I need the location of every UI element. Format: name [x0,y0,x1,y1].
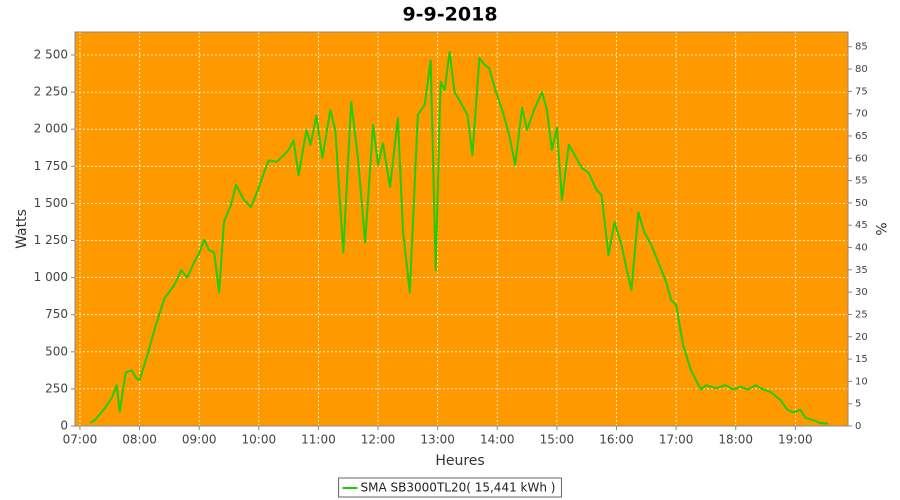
y2-tick-label: 85 [855,42,868,53]
legend-box [338,477,562,498]
y2-tick-label: 15 [855,354,868,365]
y-tick-label: 1 750 [34,159,68,173]
x-tick-label: 15:00 [540,433,575,447]
plot-area [75,32,848,426]
x-tick-label: 07:00 [63,433,98,447]
y-tick-label: 1 500 [34,196,68,210]
y2-tick-label: 70 [855,109,868,120]
x-tick-label: 13:00 [420,433,455,447]
x-tick-label: 17:00 [659,433,694,447]
y2-tick-label: 80 [855,64,868,75]
plot-frame [74,31,849,427]
y2-tick-label: 20 [855,332,868,343]
y-tick-label: 0 [60,419,68,433]
y2-tick-label: 10 [855,376,868,387]
y-axis-title: Watts [14,209,30,249]
y-tick-label: 750 [45,307,68,321]
y-tick-label: 2 000 [34,122,68,136]
y2-tick-label: 55 [855,176,868,187]
y-tick-label: 500 [45,344,68,358]
x-axis-title: Heures [435,453,484,469]
y-tick-label: 2 500 [34,48,68,62]
legend: SMA SB3000TL20( 15,441 kWh ) [338,477,562,498]
chart-title: 9-9-2018 [402,4,497,26]
y2-tick-label: 30 [855,287,868,298]
legend-label: SMA SB3000TL20( 15,441 kWh ) [361,481,556,495]
x-tick-label: 12:00 [361,433,396,447]
y-tick-label: 1 000 [34,270,68,284]
x-tick-label: 14:00 [480,433,515,447]
x-tick-label: 16:00 [599,433,634,447]
y2-axis-title: % [872,222,888,235]
y2-tick-label: 5 [855,399,861,410]
y-tick-label: 250 [45,381,68,395]
y2-tick-label: 40 [855,243,868,254]
y2-tick-label: 60 [855,153,868,164]
y2-tick-label: 35 [855,265,868,276]
y2-tick-label: 45 [855,220,868,231]
y2-tick-label: 75 [855,86,868,97]
y2-tick-label: 65 [855,131,868,142]
y-tick-label: 2 250 [34,85,68,99]
x-tick-label: 08:00 [122,433,157,447]
y2-tick-label: 25 [855,309,868,320]
x-tick-label: 19:00 [778,433,813,447]
y2-tick-label: 50 [855,198,868,209]
x-tick-label: 09:00 [182,433,217,447]
x-tick-label: 11:00 [301,433,336,447]
x-tick-label: 18:00 [718,433,753,447]
y2-tick-label: 0 [855,421,861,432]
y-tick-label: 1 250 [34,233,68,247]
x-tick-label: 10:00 [242,433,277,447]
data-line [89,51,829,425]
